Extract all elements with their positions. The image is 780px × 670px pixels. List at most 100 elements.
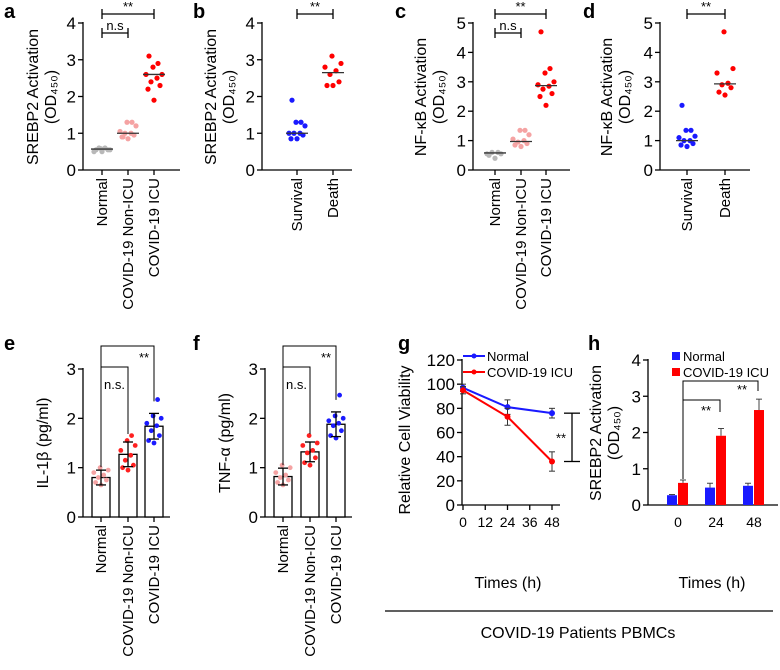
data-point bbox=[124, 119, 130, 125]
data-point bbox=[460, 387, 466, 394]
data-point bbox=[328, 433, 333, 438]
data-point bbox=[551, 79, 557, 85]
data-point bbox=[95, 475, 101, 480]
y-tick-label: 4 bbox=[67, 14, 76, 33]
panel-g: g 0 20 40 60 80 100 120 Relative Cell Viability 0… bbox=[397, 333, 580, 592]
data-point bbox=[155, 397, 161, 402]
x-tick-label: COVID-19 Non-ICU bbox=[120, 525, 137, 657]
legend-label: COVID-19 ICU bbox=[487, 365, 573, 380]
x-tick-label: Normal bbox=[93, 525, 110, 573]
data-point bbox=[728, 85, 734, 91]
panel-e: e 0 1 2 3 IL-1β (pg/ml) Normal COVID-19 Non-ICU… bbox=[4, 333, 170, 657]
data-point bbox=[302, 460, 307, 466]
significance-label: n.s bbox=[499, 18, 517, 33]
bar bbox=[743, 485, 753, 505]
data-point bbox=[521, 138, 527, 144]
data-point bbox=[91, 470, 97, 475]
data-point bbox=[535, 82, 541, 88]
y-axis-title: (OD₄₅₀) bbox=[606, 406, 623, 460]
legend-swatch bbox=[672, 368, 680, 376]
significance-bracket bbox=[282, 345, 337, 466]
y-tick-label: 2 bbox=[249, 409, 258, 428]
legend-label: COVID-19 ICU bbox=[683, 365, 769, 380]
data-point bbox=[692, 133, 698, 139]
x-tick-label: 0 bbox=[674, 514, 682, 530]
x-tick-label: Normal bbox=[487, 178, 504, 226]
significance-bracket bbox=[283, 366, 311, 435]
x-axis-title: Times (h) bbox=[475, 575, 542, 592]
data-point bbox=[336, 420, 342, 426]
bar bbox=[754, 410, 764, 505]
significance-label: n.s. bbox=[286, 377, 307, 392]
y-tick-label: 5 bbox=[644, 14, 653, 33]
data-point bbox=[148, 428, 154, 434]
panel-letter: b bbox=[193, 1, 205, 23]
y-tick-label: 4 bbox=[246, 14, 255, 33]
data-point bbox=[540, 86, 546, 92]
y-tick-label: 0 bbox=[457, 161, 466, 180]
x-tick-label: 24 bbox=[708, 514, 724, 530]
data-point bbox=[146, 53, 152, 59]
y-axis-title: TNF-α (pg/ml) bbox=[217, 393, 234, 493]
panel-d: d 0 1 2 3 4 5 NF-κB Activation (OD₄₅₀) Survival De… bbox=[583, 0, 750, 231]
y-axis-title: (OD₄₅₀) bbox=[431, 70, 448, 124]
y-axis-title: NF-κB Activation bbox=[413, 38, 430, 156]
y-tick-label: 3 bbox=[67, 51, 76, 70]
data-point bbox=[120, 134, 126, 140]
y-tick-label: 5 bbox=[457, 14, 466, 33]
data-point bbox=[504, 413, 511, 420]
data-point bbox=[298, 119, 304, 125]
y-tick-label: 1 bbox=[644, 132, 653, 151]
data-point bbox=[314, 440, 320, 446]
data-point bbox=[129, 433, 135, 438]
legend-label: Normal bbox=[487, 349, 529, 364]
y-axis-title: IL-1β (pg/ml) bbox=[35, 398, 52, 489]
data-point bbox=[289, 97, 295, 103]
data-point bbox=[273, 470, 279, 475]
x-tick-label: Death bbox=[717, 178, 734, 218]
data-point bbox=[518, 143, 524, 150]
data-point bbox=[330, 82, 336, 89]
data-point bbox=[517, 127, 523, 133]
data-point bbox=[722, 92, 728, 98]
data-point bbox=[688, 127, 694, 133]
significance-label: ** bbox=[139, 350, 149, 365]
x-tick-label: COVID-19 Non-ICU bbox=[513, 178, 530, 310]
x-tick-label: COVID-19 Non-ICU bbox=[302, 525, 319, 657]
data-point bbox=[91, 149, 97, 155]
data-point bbox=[293, 119, 299, 125]
x-tick-label: Normal bbox=[275, 525, 292, 573]
data-point bbox=[283, 472, 289, 478]
legend-label: Normal bbox=[683, 349, 725, 364]
data-point bbox=[157, 82, 163, 89]
data-point bbox=[151, 97, 157, 103]
data-point bbox=[122, 457, 128, 463]
x-tick-label: 0 bbox=[459, 514, 467, 530]
x-tick-label: Survival bbox=[679, 178, 696, 231]
y-tick-label: 0 bbox=[446, 496, 455, 515]
data-point bbox=[338, 60, 344, 67]
y-axis-title: (OD₄₅₀) bbox=[43, 70, 60, 124]
data-point bbox=[307, 462, 313, 468]
y-tick-label: 80 bbox=[436, 399, 455, 418]
data-point bbox=[549, 90, 555, 97]
x-tick-label: COVID-19 ICU bbox=[538, 178, 555, 277]
y-tick-label: 3 bbox=[457, 73, 466, 92]
y-tick-label: 0 bbox=[67, 161, 76, 180]
y-tick-label: 40 bbox=[436, 448, 455, 467]
data-point bbox=[125, 136, 131, 142]
data-point bbox=[678, 142, 684, 148]
y-tick-label: 3 bbox=[644, 73, 653, 92]
significance-bracket bbox=[683, 399, 721, 412]
y-axis-title: (OD₄₅₀) bbox=[617, 70, 634, 124]
bar bbox=[705, 487, 715, 505]
y-tick-label: 2 bbox=[67, 88, 76, 107]
significance-label: ** bbox=[515, 0, 525, 14]
bar bbox=[678, 482, 688, 505]
data-point bbox=[526, 132, 532, 138]
data-point bbox=[492, 155, 498, 161]
y-tick-label: 2 bbox=[632, 424, 641, 443]
data-point bbox=[125, 467, 131, 473]
y-tick-label: 0 bbox=[249, 508, 258, 527]
